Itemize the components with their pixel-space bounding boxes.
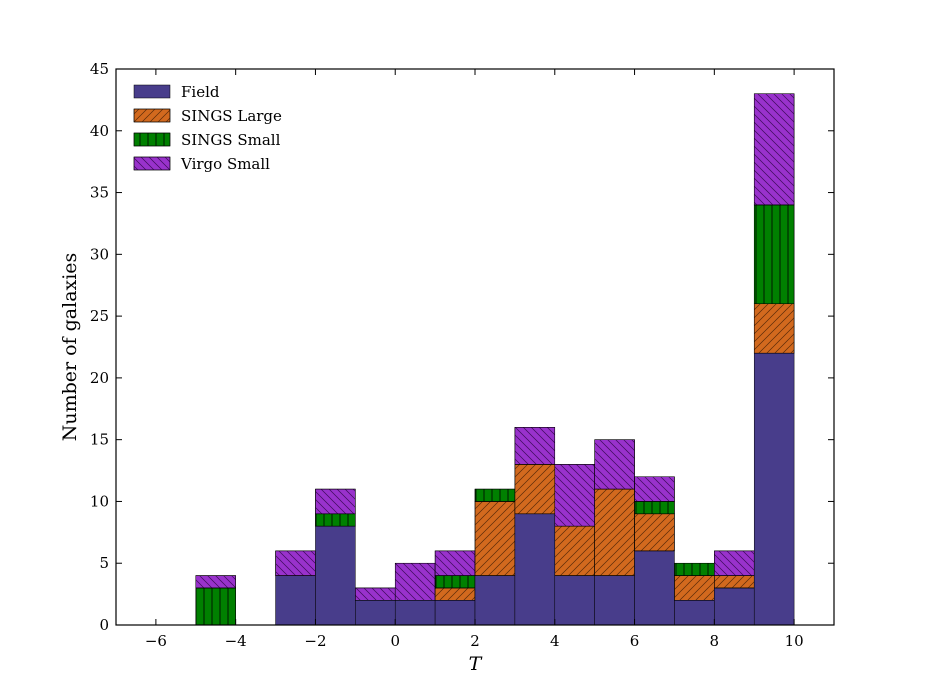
bar-hatch-sings-large <box>554 525 595 576</box>
bar-field <box>355 600 396 626</box>
bar-field <box>514 513 556 626</box>
bar-hatch-virgo-small <box>355 587 396 601</box>
bar-hatch-sings-small <box>674 562 715 576</box>
bar-field <box>474 575 516 626</box>
legend-swatch-hatch-sings-large <box>133 108 171 123</box>
bar-hatch-virgo-small <box>594 439 635 490</box>
y-tick-label: 40 <box>90 122 109 140</box>
x-tick-labels: −6 −4 −2 0 2 4 6 8 10 <box>145 632 804 650</box>
bar-hatch-sings-large <box>714 575 755 589</box>
axis-ticks <box>116 68 834 626</box>
y-tick-label: 35 <box>90 184 109 202</box>
y-tick-label: 5 <box>99 554 109 572</box>
y-tick-label: 20 <box>90 369 109 387</box>
bar-hatch-sings-large <box>514 464 556 515</box>
bar-hatch-virgo-small <box>514 427 556 465</box>
legend-label-virgo-small: Virgo Small <box>180 155 270 173</box>
y-tick-label: 15 <box>90 431 109 449</box>
bar-field <box>394 600 436 626</box>
bar-field <box>315 525 356 626</box>
y-tick-label: 25 <box>90 307 109 325</box>
bar-hatch-sings-large <box>634 513 675 552</box>
legend-swatch-field <box>133 84 171 99</box>
y-tick-label: 0 <box>99 616 109 634</box>
bar-hatch-virgo-small <box>554 464 595 527</box>
bar-hatch-sings-small <box>474 488 516 502</box>
bars-layer <box>195 93 795 626</box>
x-tick-label: 6 <box>630 632 640 650</box>
bar-hatch-virgo-small <box>714 550 755 576</box>
legend-swatch-hatch-sings-small <box>133 132 171 147</box>
bar-hatch-sings-large <box>674 575 715 601</box>
x-tick-label: −2 <box>304 632 326 650</box>
x-tick-label: 10 <box>785 632 804 650</box>
y-tick-label: 10 <box>90 492 109 510</box>
y-axis-label: Number of galaxies <box>59 253 81 442</box>
y-tick-label: 45 <box>90 60 109 78</box>
bar-field <box>434 600 476 626</box>
bar-hatch-sings-large <box>474 501 516 576</box>
legend-label-sings-large: SINGS Large <box>181 107 282 125</box>
bar-hatch-virgo-small <box>394 562 436 601</box>
bar-field <box>714 587 755 626</box>
legend-swatch-hatch-virgo-small <box>133 156 171 171</box>
bar-hatch-sings-small <box>434 575 476 589</box>
bar-field <box>753 352 795 626</box>
x-tick-label: 0 <box>390 632 400 650</box>
bar-hatch-virgo-small <box>315 488 356 515</box>
legend: Field SINGS Large SINGS Small Virgo Small <box>133 83 282 173</box>
bar-field <box>554 575 595 626</box>
bar-hatch-sings-small <box>195 587 236 626</box>
bar-hatch-virgo-small <box>753 93 795 206</box>
bar-field <box>634 550 675 626</box>
x-tick-label: −6 <box>145 632 167 650</box>
bar-hatch-virgo-small <box>195 575 236 589</box>
bar-hatch-virgo-small <box>275 550 316 576</box>
bar-hatch-virgo-small <box>434 550 476 576</box>
x-tick-label: 2 <box>470 632 480 650</box>
bar-hatch-sings-small <box>753 204 795 305</box>
bar-hatch-sings-small <box>634 501 675 515</box>
bar-hatch-virgo-small <box>634 476 675 502</box>
bar-hatch-sings-large <box>753 303 795 354</box>
bar-field <box>275 575 316 626</box>
x-tick-label: 8 <box>710 632 720 650</box>
x-axis-label: T <box>469 653 483 675</box>
bar-hatch-sings-large <box>594 488 635 576</box>
bar-field <box>594 575 635 626</box>
y-tick-labels: 0 5 10 15 20 25 30 35 40 45 <box>90 60 109 634</box>
x-tick-label: 4 <box>550 632 560 650</box>
bar-hatch-sings-small <box>315 513 356 527</box>
legend-label-sings-small: SINGS Small <box>181 131 281 149</box>
y-tick-label: 30 <box>90 245 109 263</box>
x-tick-label: −4 <box>225 632 247 650</box>
legend-label-field: Field <box>181 83 220 101</box>
bar-hatch-sings-large <box>434 587 476 601</box>
bar-field <box>674 600 715 626</box>
